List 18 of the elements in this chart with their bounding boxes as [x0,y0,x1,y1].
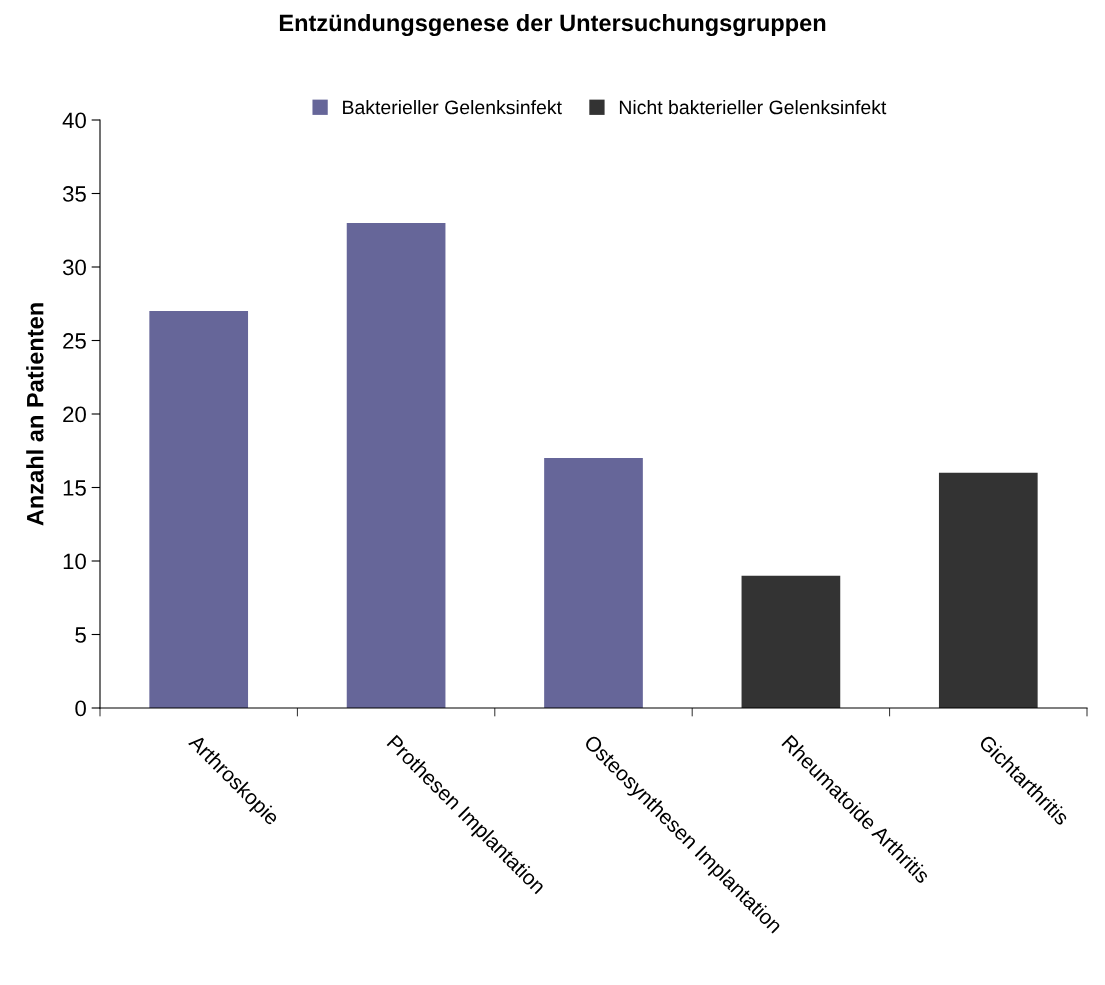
bar [938,472,1038,708]
bar [346,222,446,708]
y-tick-label: 5 [75,627,86,643]
legend-label: Bakterieller Gelenksinfekt [343,99,562,115]
bar [544,458,643,708]
y-tick-label: 10 [63,553,86,570]
y-tick-label: 15 [63,480,86,496]
y-tick-label: 35 [62,186,86,202]
y-tick-label: 40 [62,112,86,129]
legend-label: Nicht bakterieller Gelenksinfekt [619,99,887,115]
y-axis-title: Anzahl an Patienten [26,303,44,526]
bar [741,575,841,708]
bar [149,311,249,708]
y-tick-label: 25 [63,333,86,349]
y-tick-label: 20 [63,406,86,423]
y-tick-label: 0 [75,700,86,717]
chart-title: Entzündungsgenese der Untersuchungsgruppen [279,13,826,37]
y-tick-label: 30 [62,259,86,276]
